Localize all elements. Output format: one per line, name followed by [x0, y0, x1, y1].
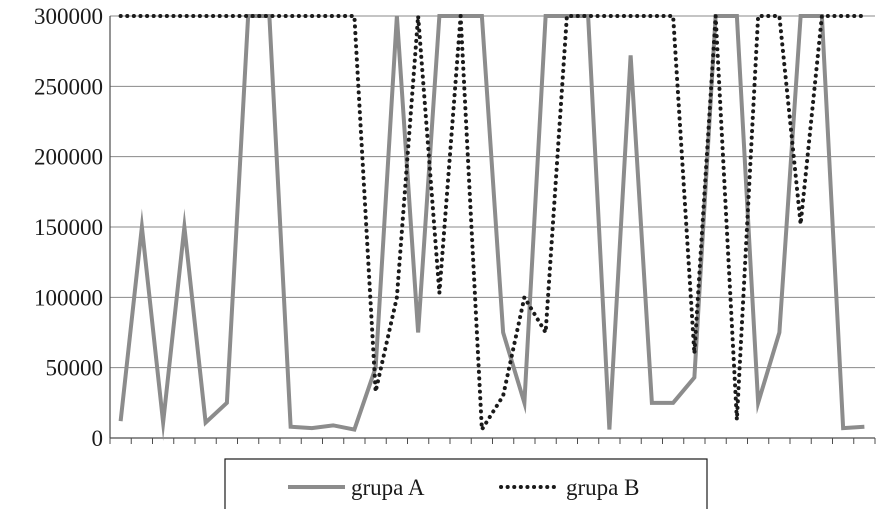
series-line-grupa-a: [118, 14, 865, 442]
legend-label-grupa-b: grupa B: [566, 475, 639, 500]
y-tick-label: 300000: [34, 4, 103, 29]
y-tick-label: 200000: [34, 145, 103, 170]
legend-label-grupa-a: grupa A: [351, 475, 425, 500]
y-tick-label: 0: [92, 426, 104, 451]
legend: grupa A grupa B: [224, 458, 708, 509]
y-axis: 0 50000 100000 150000 200000 250000 300000: [34, 4, 111, 451]
series-line-grupa-b: [118, 14, 867, 436]
legend-box: [224, 458, 708, 509]
y-tick-label: 100000: [34, 285, 103, 310]
y-tick-label: 150000: [34, 215, 103, 240]
series-layer: [118, 14, 867, 442]
y-tick-label: 250000: [34, 74, 103, 99]
x-axis: [109, 437, 876, 444]
y-tick-label: 50000: [46, 356, 104, 381]
